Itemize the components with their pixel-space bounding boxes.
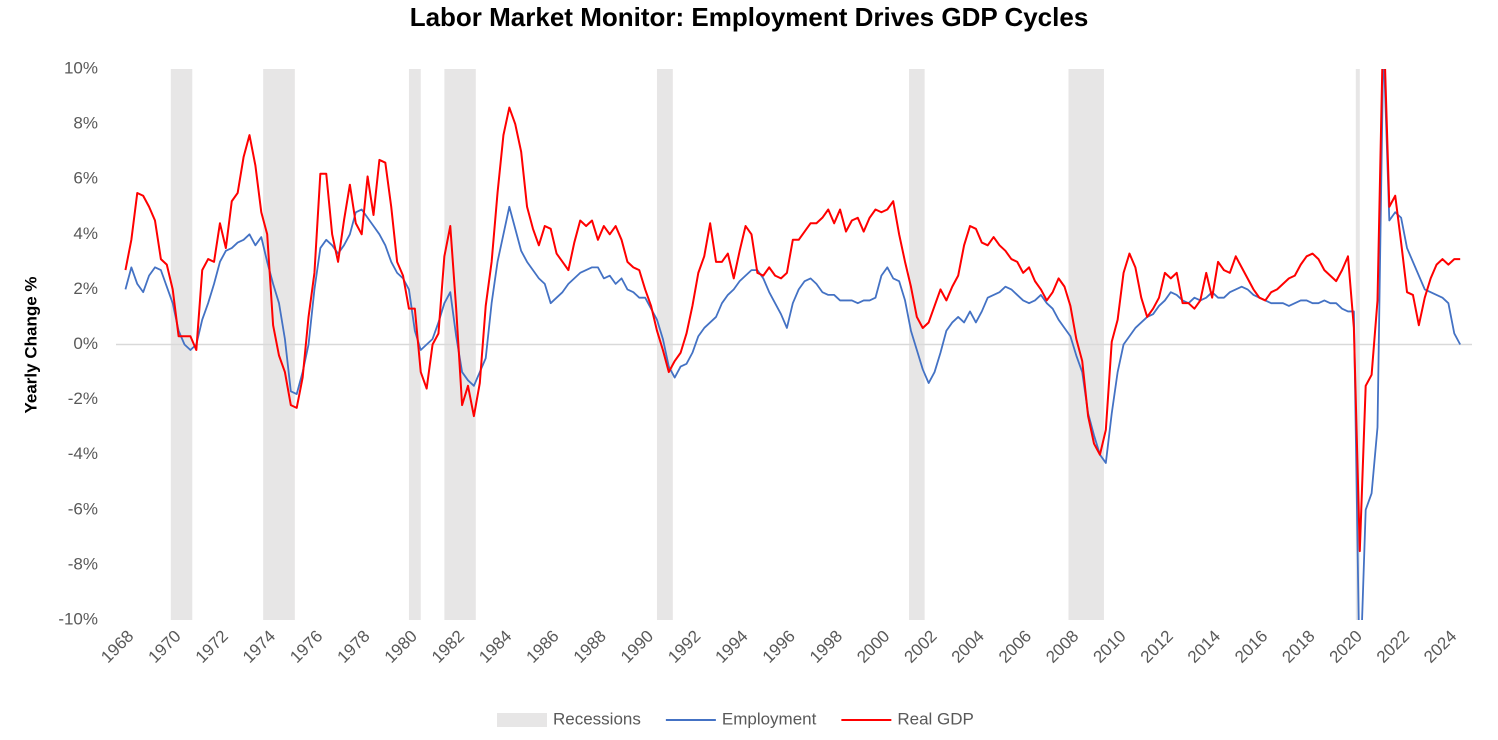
- x-tick-label: 1974: [239, 627, 279, 667]
- y-tick-label: 2%: [73, 279, 98, 298]
- x-tick-label: 1976: [286, 627, 326, 667]
- x-tick-label: 1992: [664, 627, 704, 667]
- x-tick-label: 1988: [570, 627, 610, 667]
- x-tick-label: 2014: [1184, 627, 1224, 667]
- x-tick-label: 1986: [522, 627, 562, 667]
- x-tick-label: 1996: [759, 627, 799, 667]
- y-axis-title: Yearly Change %: [21, 276, 40, 413]
- legend-label: Employment: [722, 709, 817, 728]
- y-tick-label: 6%: [73, 169, 98, 188]
- x-tick-label: 1984: [475, 627, 515, 667]
- y-tick-label: -8%: [68, 554, 98, 573]
- x-tick-label: 1994: [711, 627, 751, 667]
- x-tick-label: 2000: [853, 627, 893, 667]
- y-tick-label: 0%: [73, 334, 98, 353]
- x-tick-label: 2010: [1089, 627, 1129, 667]
- y-tick-label: 10%: [64, 58, 98, 77]
- x-tick-label: 1990: [617, 627, 657, 667]
- y-tick-label: -4%: [68, 444, 98, 463]
- series-line: [124, 69, 1461, 553]
- series-line: [124, 69, 1461, 620]
- x-tick-label: 1980: [381, 627, 421, 667]
- x-tick-label: 2006: [995, 627, 1035, 667]
- x-tick-label: 2004: [948, 627, 988, 667]
- x-tick-label: 2008: [1042, 627, 1082, 667]
- legend-label: Recessions: [553, 709, 641, 728]
- chart-title: Labor Market Monitor: Employment Drives …: [410, 2, 1089, 32]
- x-tick-label: 2016: [1231, 627, 1271, 667]
- x-tick-label: 2012: [1137, 627, 1177, 667]
- x-tick-label: 2018: [1278, 627, 1318, 667]
- legend-swatch: [497, 713, 547, 727]
- x-tick-label: 1972: [192, 627, 232, 667]
- x-tick-label: 1968: [97, 627, 137, 667]
- y-tick-label: -2%: [68, 389, 98, 408]
- x-tick-label: 1982: [428, 627, 468, 667]
- x-tick-label: 1998: [806, 627, 846, 667]
- x-tick-label: 1970: [145, 627, 185, 667]
- y-tick-label: 8%: [73, 114, 98, 133]
- legend-label: Real GDP: [897, 709, 974, 728]
- y-tick-label: -6%: [68, 499, 98, 518]
- y-tick-label: 4%: [73, 224, 98, 243]
- x-tick-label: 2024: [1420, 627, 1460, 667]
- x-tick-label: 2002: [900, 627, 940, 667]
- y-tick-label: -10%: [58, 609, 98, 628]
- plot-lines: [124, 69, 1461, 620]
- x-tick-label: 1978: [334, 627, 374, 667]
- x-tick-label: 2020: [1326, 627, 1366, 667]
- legend: Recessions Employment Real GDP: [497, 709, 974, 728]
- x-tick-label: 2022: [1373, 627, 1413, 667]
